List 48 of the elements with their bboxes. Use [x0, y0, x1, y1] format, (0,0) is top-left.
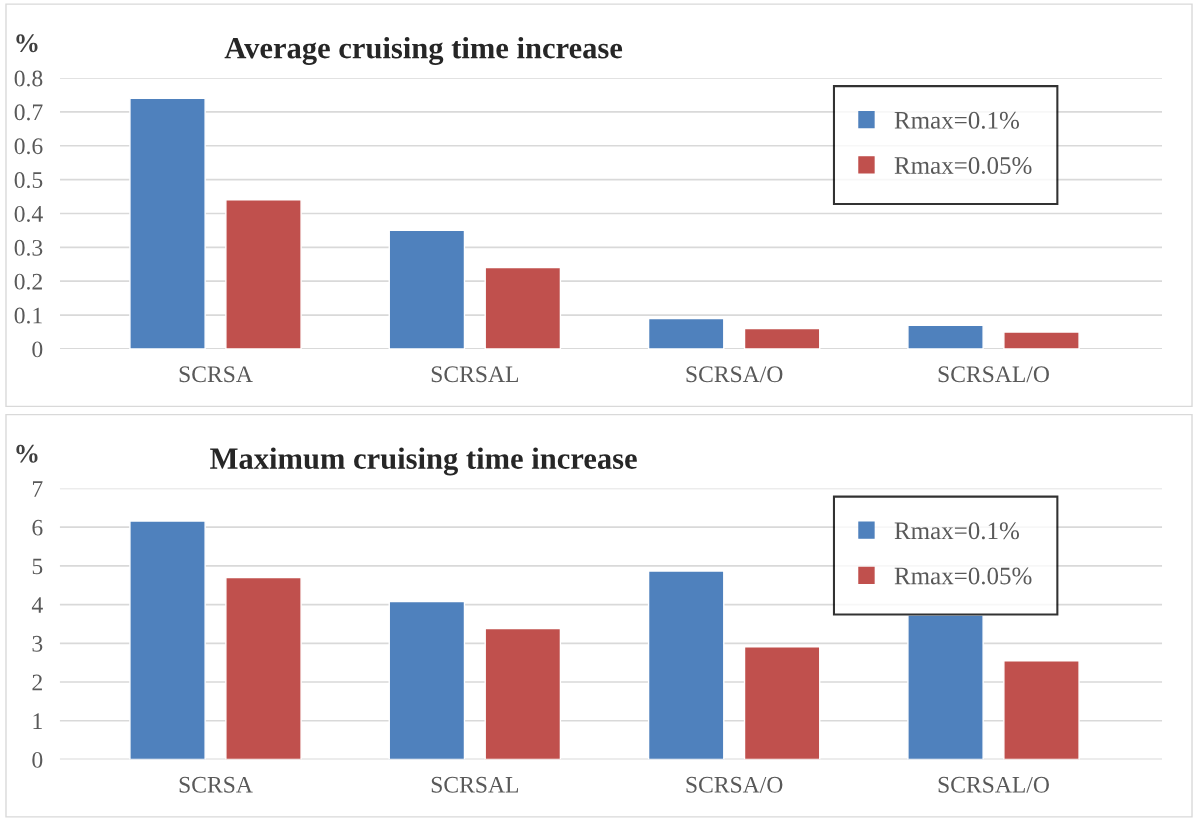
bar — [129, 97, 206, 349]
x-tick-label: SCRSA — [179, 366, 253, 383]
bar — [647, 570, 725, 760]
chart-title: Average cruising time increase — [224, 36, 623, 65]
bar — [388, 229, 466, 349]
bar — [743, 327, 821, 349]
bar — [225, 576, 302, 760]
y-tick-label: 0.8 — [14, 70, 43, 87]
legend-label: Rmax=0.05% — [894, 157, 1032, 174]
y-tick-label: 6 — [32, 519, 43, 536]
x-tick-label: SCRSAL/O — [938, 776, 1049, 793]
x-tick-label: SCRSAL — [431, 366, 519, 383]
x-tick-label: SCRSA — [179, 776, 253, 793]
y-tick-label: 4 — [31, 597, 43, 613]
bar — [1003, 331, 1080, 349]
x-tick-label: SCRSA/O — [686, 776, 783, 793]
bar — [388, 600, 466, 760]
y-tick-label: 0.5 — [14, 172, 43, 189]
y-tick-label: 0.4 — [14, 205, 43, 222]
y-tick-label: 0.7 — [14, 104, 43, 121]
y-tick-label: 7 — [32, 481, 43, 497]
y-tick-label: 0.1 — [14, 307, 42, 324]
bar — [129, 520, 206, 760]
bar — [484, 627, 562, 760]
y-tick-label: 0.3 — [14, 239, 43, 256]
y-tick-label: 0.2 — [14, 273, 42, 290]
x-tick-label: SCRSAL/O — [938, 366, 1049, 383]
y-tick-label: 2 — [32, 674, 42, 691]
bar — [647, 317, 725, 349]
chart-title: Maximum cruising time increase — [210, 447, 637, 476]
y-tick-label: 0 — [32, 751, 43, 768]
y-axis-title: % — [16, 444, 38, 463]
y-tick-label: 0 — [32, 341, 43, 358]
x-tick-label: SCRSA/O — [686, 366, 783, 383]
legend-label: Rmax=0.1% — [894, 522, 1019, 540]
legend-label: Rmax=0.1% — [894, 111, 1019, 129]
bar — [743, 646, 821, 760]
legend-label: Rmax=0.05% — [894, 567, 1032, 585]
x-tick-label: SCRSAL — [431, 776, 519, 793]
y-tick-label: 1 — [33, 713, 42, 729]
bar — [1003, 660, 1080, 760]
y-tick-label: 5 — [32, 558, 43, 575]
y-tick-label: 3 — [32, 635, 43, 652]
y-axis-title: % — [16, 34, 38, 53]
y-tick-label: 0.6 — [14, 138, 43, 155]
bar — [225, 199, 302, 349]
bar — [907, 324, 984, 349]
bar — [484, 266, 562, 349]
